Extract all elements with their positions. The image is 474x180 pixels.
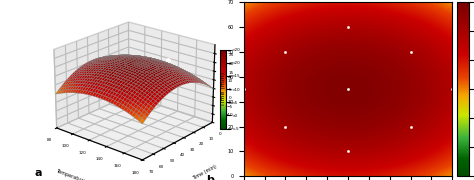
Text: a: a <box>35 168 42 178</box>
Text: b: b <box>206 175 214 180</box>
Y-axis label: Time (min): Time (min) <box>192 164 218 180</box>
Y-axis label: Time (min): Time (min) <box>221 72 226 106</box>
X-axis label: Temperature (°C): Temperature (°C) <box>55 168 96 180</box>
